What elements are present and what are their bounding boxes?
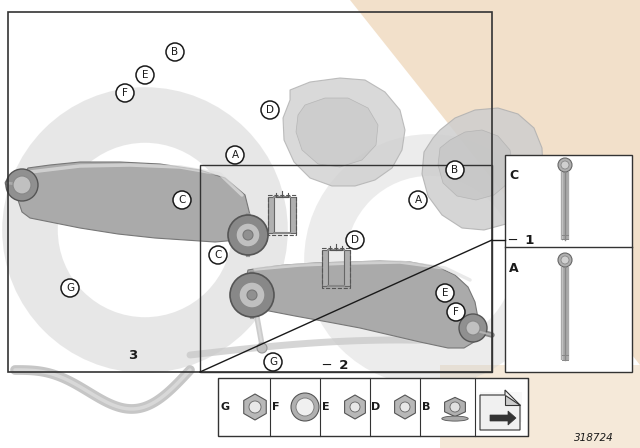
Circle shape — [446, 161, 464, 179]
Circle shape — [561, 161, 569, 169]
Text: C: C — [179, 195, 186, 205]
Circle shape — [447, 303, 465, 321]
FancyBboxPatch shape — [218, 378, 528, 436]
Circle shape — [136, 66, 154, 84]
Polygon shape — [445, 397, 465, 417]
Circle shape — [291, 393, 319, 421]
Polygon shape — [344, 395, 365, 419]
Circle shape — [228, 215, 268, 255]
Circle shape — [249, 401, 261, 413]
Text: E: E — [141, 70, 148, 80]
Text: A: A — [509, 262, 519, 275]
Text: D: D — [351, 235, 359, 245]
Text: ─  1: ─ 1 — [508, 233, 534, 246]
Polygon shape — [422, 108, 543, 230]
Polygon shape — [245, 261, 478, 348]
Circle shape — [61, 279, 79, 297]
Text: G: G — [220, 402, 230, 412]
Circle shape — [236, 223, 260, 247]
Circle shape — [226, 146, 244, 164]
Circle shape — [239, 282, 265, 308]
Circle shape — [296, 398, 314, 416]
Text: E: E — [442, 288, 448, 298]
Circle shape — [243, 230, 253, 240]
Text: D: D — [266, 105, 274, 115]
Circle shape — [6, 169, 38, 201]
FancyBboxPatch shape — [505, 155, 632, 372]
Text: B: B — [422, 402, 430, 412]
Polygon shape — [395, 395, 415, 419]
Polygon shape — [350, 0, 640, 365]
Circle shape — [558, 158, 572, 172]
Circle shape — [261, 101, 279, 119]
Text: D: D — [371, 402, 381, 412]
Circle shape — [13, 176, 31, 194]
Polygon shape — [290, 197, 296, 233]
Text: A: A — [232, 150, 239, 160]
Text: F: F — [453, 307, 459, 317]
Circle shape — [400, 402, 410, 412]
Text: B: B — [172, 47, 179, 57]
Circle shape — [264, 353, 282, 371]
Text: B: B — [451, 165, 459, 175]
Circle shape — [459, 314, 487, 342]
Text: 318724: 318724 — [574, 433, 614, 443]
Polygon shape — [18, 162, 250, 242]
Circle shape — [116, 84, 134, 102]
Circle shape — [436, 284, 454, 302]
Polygon shape — [480, 390, 520, 430]
Text: F: F — [122, 88, 128, 98]
Text: G: G — [66, 283, 74, 293]
Polygon shape — [438, 130, 513, 200]
Polygon shape — [344, 250, 350, 286]
Polygon shape — [505, 395, 520, 405]
Circle shape — [466, 321, 480, 335]
Circle shape — [230, 273, 274, 317]
Polygon shape — [268, 197, 274, 233]
Text: F: F — [272, 402, 280, 412]
Circle shape — [561, 256, 569, 264]
Circle shape — [257, 343, 267, 353]
Polygon shape — [283, 78, 405, 186]
Circle shape — [409, 191, 427, 209]
Circle shape — [173, 191, 191, 209]
Polygon shape — [440, 365, 640, 448]
Circle shape — [247, 290, 257, 300]
Bar — [322, 248, 350, 288]
Bar — [268, 195, 296, 235]
Text: ─  2: ─ 2 — [322, 358, 348, 371]
Text: G: G — [269, 357, 277, 367]
Text: E: E — [322, 402, 330, 412]
Circle shape — [346, 231, 364, 249]
Circle shape — [350, 402, 360, 412]
Text: A: A — [415, 195, 422, 205]
Circle shape — [558, 253, 572, 267]
Text: C: C — [214, 250, 221, 260]
Text: C: C — [509, 168, 518, 181]
Polygon shape — [490, 411, 516, 425]
Circle shape — [166, 43, 184, 61]
Polygon shape — [296, 98, 378, 167]
Text: 3: 3 — [129, 349, 138, 362]
FancyBboxPatch shape — [480, 392, 522, 422]
Polygon shape — [322, 250, 328, 286]
Circle shape — [209, 246, 227, 264]
Polygon shape — [244, 394, 266, 420]
Circle shape — [450, 402, 460, 412]
Ellipse shape — [442, 416, 468, 421]
